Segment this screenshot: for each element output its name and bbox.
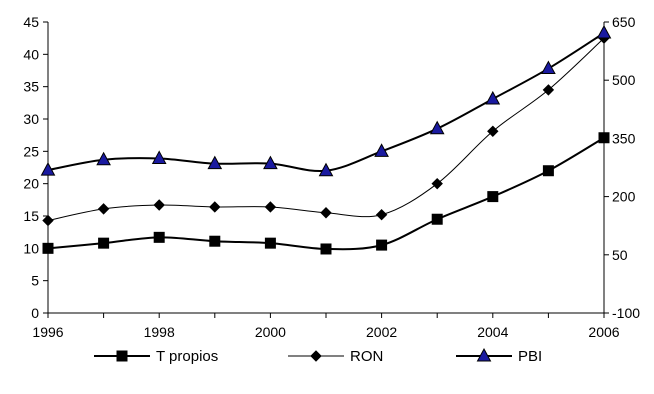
data-point xyxy=(151,150,167,164)
data-point xyxy=(264,237,276,249)
y-right-tick-label: 50 xyxy=(612,247,628,263)
series-triangle xyxy=(40,24,612,177)
data-point xyxy=(207,155,223,170)
y-right-tick-label: 350 xyxy=(612,130,636,146)
data-point xyxy=(42,214,54,227)
legend: T propios RON PBI xyxy=(94,347,542,365)
data-point xyxy=(318,162,334,177)
y-left-tick-label: 15 xyxy=(23,208,39,224)
y-left-tick-label: 10 xyxy=(23,240,39,256)
data-point xyxy=(374,143,389,157)
data-point xyxy=(263,155,278,170)
data-point xyxy=(96,151,111,166)
data-point xyxy=(431,177,443,190)
data-point xyxy=(596,24,612,39)
data-point xyxy=(209,201,221,213)
series-diamond xyxy=(42,32,610,227)
series-line xyxy=(47,37,605,222)
legend-marker xyxy=(116,350,128,362)
x-tick-label: 2004 xyxy=(477,324,508,340)
y-left-tick-label: 40 xyxy=(23,46,39,62)
y-left-tick-label: 45 xyxy=(23,14,39,30)
x-tick-label: 1996 xyxy=(32,324,63,340)
legend-marker xyxy=(476,347,492,362)
data-point xyxy=(431,213,443,225)
legend-item: T propios xyxy=(94,348,218,365)
legend-label: RON xyxy=(350,348,383,365)
data-point xyxy=(40,162,56,176)
axes: 0 5 10 15 20 25 30 35 40 45 -100 50 200 350 500 650 1996… xyxy=(23,14,640,340)
data-point xyxy=(153,231,165,243)
data-point xyxy=(97,203,110,215)
data-point xyxy=(42,242,54,254)
y-left-tick-label: 0 xyxy=(31,305,39,321)
y-right-tick-label: -100 xyxy=(612,305,640,321)
data-point xyxy=(320,243,332,255)
y-right-tick-label: 500 xyxy=(612,72,636,88)
data-point xyxy=(542,165,554,177)
legend-item: RON xyxy=(288,348,383,365)
data-point xyxy=(487,125,499,137)
y-right-tick-label: 650 xyxy=(612,14,636,30)
series-square xyxy=(42,132,610,255)
data-point xyxy=(487,191,499,203)
data-point xyxy=(264,201,277,213)
x-tick-label: 1998 xyxy=(144,324,175,340)
data-point xyxy=(98,237,110,249)
data-point xyxy=(209,235,221,247)
series-line xyxy=(47,136,605,251)
legend-item: PBI xyxy=(456,347,542,365)
data-point xyxy=(429,120,445,135)
data-point xyxy=(541,60,556,75)
data-point xyxy=(376,239,388,251)
y-right-tick-label: 200 xyxy=(612,189,636,205)
legend-label: PBI xyxy=(518,348,542,365)
x-tick-label: 2002 xyxy=(366,324,397,340)
y-left-tick-label: 25 xyxy=(23,143,39,159)
y-left-tick-label: 30 xyxy=(23,111,39,127)
legend-label: T propios xyxy=(156,348,218,365)
x-tick-label: 2000 xyxy=(255,324,286,340)
data-point xyxy=(598,132,610,144)
y-left-tick-label: 35 xyxy=(23,79,39,95)
data-point xyxy=(375,208,388,221)
data-point xyxy=(542,84,555,96)
y-left-tick-label: 20 xyxy=(23,176,39,192)
data-point xyxy=(485,90,501,105)
x-tick-label: 2006 xyxy=(588,324,619,340)
series-line xyxy=(47,32,605,173)
legend-marker xyxy=(310,350,322,362)
data-point xyxy=(320,207,332,219)
data-point xyxy=(153,199,165,211)
series-layer xyxy=(40,24,612,255)
y-left-tick-label: 5 xyxy=(31,273,39,289)
